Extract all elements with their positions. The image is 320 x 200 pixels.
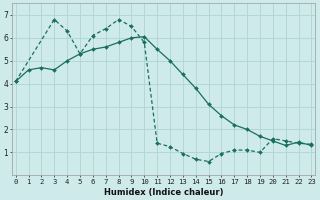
X-axis label: Humidex (Indice chaleur): Humidex (Indice chaleur) [104,188,223,197]
